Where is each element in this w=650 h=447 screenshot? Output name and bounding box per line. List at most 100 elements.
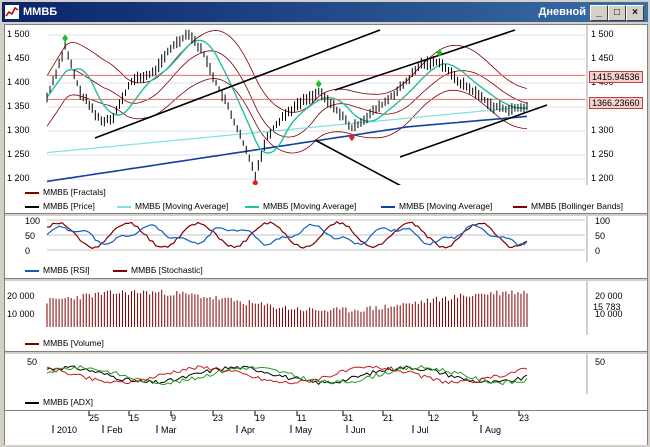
price-label-upper: 1415.94536 [589, 71, 643, 83]
day-label: 21 [383, 413, 394, 423]
legend-label: ММВБ [Fractals] [43, 187, 106, 197]
adx-left-tick: 50 [27, 357, 38, 367]
day-label: 31 [343, 413, 354, 423]
price-left-tick: 1 300 [7, 125, 30, 135]
legend-item[interactable]: ММВБ [ADX] [25, 397, 93, 407]
legend-label: ММВБ [Bollinger Bands] [531, 201, 624, 211]
window-title: ММВБ [23, 6, 58, 18]
legend-label: ММВБ [RSI] [43, 265, 90, 275]
legend-item[interactable]: ММВБ [Bollinger Bands] [513, 201, 623, 211]
adx-panel[interactable]: 50 50 ММВБ [ADX] [5, 354, 647, 410]
volume-left-tick: 20 000 [7, 291, 35, 301]
price-label-lower: 1366.23660 [589, 97, 643, 109]
volume-right-tick: 20 000 [595, 291, 623, 301]
day-label: 23 [519, 413, 530, 423]
day-label: 2 [473, 413, 479, 423]
fractal-up-marker [315, 79, 322, 88]
legend-item[interactable]: ММВБ [Stochastic] [113, 265, 203, 275]
legend-label: ММВБ [Stochastic] [131, 265, 203, 275]
legend-label: ММВБ [Moving Average] [399, 201, 493, 211]
title-bar[interactable]: ММВБ Дневной _ □ × [2, 2, 648, 22]
month-label: Mar [161, 425, 177, 435]
bollinger-lower-line [46, 78, 528, 154]
day-label: 9 [171, 413, 177, 423]
trend-line [334, 29, 516, 91]
panel-splitter[interactable] [5, 213, 647, 217]
legend-item[interactable]: ММВБ [Volume] [25, 338, 104, 348]
legend-item[interactable]: ММВБ [Price] [25, 201, 95, 211]
legend-swatch [245, 205, 259, 208]
legend-item[interactable]: ММВБ [Moving Average] [381, 201, 492, 211]
close-button[interactable]: × [626, 5, 644, 21]
osc-right-tick: 50 [595, 231, 606, 241]
legend-swatch [25, 205, 39, 208]
timeframe-label[interactable]: Дневной [538, 6, 587, 18]
month-label: May [295, 425, 313, 435]
price-left-tick: 1 200 [7, 173, 30, 183]
legend-swatch [25, 191, 39, 194]
bollinger-upper-line [46, 30, 528, 113]
chart-app-icon [5, 5, 19, 19]
fractal-up-marker [436, 48, 443, 57]
maximize-button[interactable]: □ [608, 5, 626, 21]
panel-splitter[interactable] [5, 278, 647, 282]
month-label: Feb [107, 425, 123, 435]
legend-label: ММВБ [Price] [43, 201, 95, 211]
price-left-tick: 1 450 [7, 53, 30, 63]
legend-swatch [25, 269, 39, 272]
legend-label: ММВБ [Moving Average] [135, 201, 229, 211]
volume-left-tick: 10 000 [7, 309, 35, 319]
volume-right-tick: 10 000 [595, 309, 623, 319]
price-left-tick: 1 350 [7, 101, 30, 111]
day-label: 25 [89, 413, 100, 423]
fractal-down-marker [252, 178, 259, 185]
oscillator-chart[interactable] [5, 216, 647, 262]
legend-item[interactable]: ММВБ [Moving Average] [117, 201, 228, 211]
legend-swatch [25, 342, 39, 345]
price-chart[interactable] [5, 25, 647, 185]
bollinger-middle-line [46, 50, 528, 138]
stochastic-line [47, 221, 528, 250]
moving-average-fast-line [46, 39, 527, 154]
legend-item[interactable]: ММВБ [RSI] [25, 265, 90, 275]
month-label: 2010 [57, 425, 78, 435]
adx-chart[interactable] [5, 354, 647, 394]
rsi-line [46, 223, 528, 247]
osc-left-tick: 0 [25, 246, 31, 256]
price-left-tick: 1 400 [7, 77, 30, 87]
legend-swatch [117, 205, 131, 208]
volume-chart[interactable] [5, 281, 647, 335]
adx-line [46, 365, 528, 386]
oscillator-panel[interactable]: 100 100 50 50 0 0 ММВБ [RSI] ММВБ [Stochastic] [5, 216, 647, 278]
panel-splitter[interactable] [5, 351, 647, 355]
day-label: 12 [429, 413, 440, 423]
trend-line [399, 104, 548, 158]
legend-swatch [513, 205, 527, 208]
volume-panel[interactable]: 20 000 20 000 10 000 10 000 15 783 ММВБ [Vo… [5, 281, 647, 351]
day-label: 11 [297, 413, 307, 423]
osc-right-tick: 0 [595, 246, 601, 256]
price-left-tick: 1 250 [7, 149, 30, 159]
minimize-button[interactable]: _ [590, 5, 608, 21]
plus-di-line [46, 364, 528, 386]
legend-label: ММВБ [Moving Average] [263, 201, 357, 211]
legend-swatch [381, 205, 395, 208]
trend-line [94, 29, 381, 139]
legend-swatch [25, 401, 39, 404]
legend-item[interactable]: ММВБ [Moving Average] [245, 201, 356, 211]
fractal-down-marker [348, 133, 355, 142]
price-right-tick: 1 250 [591, 149, 614, 159]
osc-left-tick: 50 [25, 231, 36, 241]
legend-swatch [113, 269, 127, 272]
month-label: Aug [485, 425, 502, 435]
legend-item[interactable]: ММВБ [Fractals] [25, 187, 106, 197]
legend-label: ММВБ [Volume] [43, 338, 104, 348]
day-label: 15 [129, 413, 140, 423]
minus-di-line [46, 365, 528, 385]
price-left-tick: 1 500 [7, 29, 30, 39]
x-axis[interactable]: 25 15 9 23 19 11 31 21 12 2 23 2010 Feb Mar Apr May Jun J… [5, 410, 647, 445]
osc-right-tick: 100 [595, 216, 611, 226]
